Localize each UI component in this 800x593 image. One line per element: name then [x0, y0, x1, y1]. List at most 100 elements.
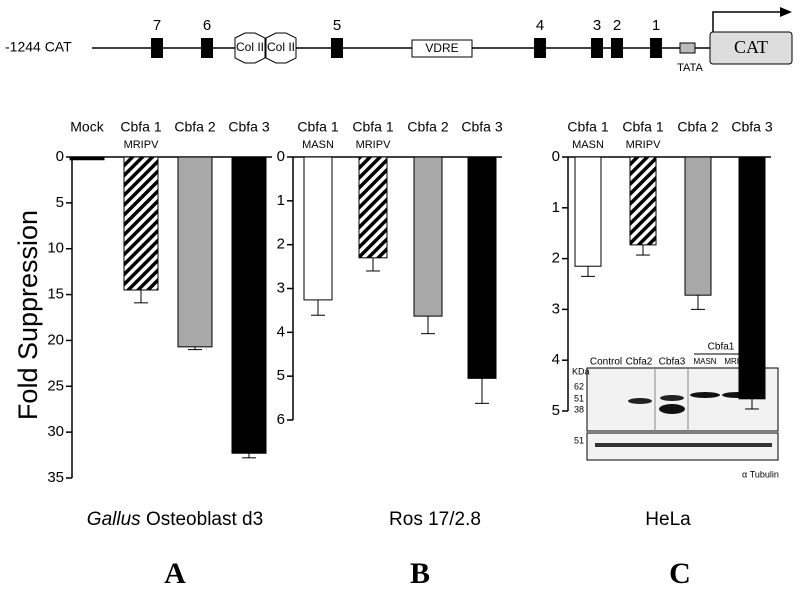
y-tick-label: 2: [552, 250, 560, 267]
site-label: 7: [153, 17, 161, 34]
y-tick-label: 25: [47, 377, 64, 394]
col-box: [265, 32, 297, 64]
site-box: [201, 38, 213, 58]
bar: [574, 156, 602, 267]
site-box: [534, 38, 546, 58]
y-tick-label: 3: [552, 300, 560, 317]
y-tick-label: 5: [277, 367, 285, 384]
lane-label: Control: [590, 357, 622, 368]
y-tick-label: 1: [552, 199, 560, 216]
site-label: 1: [652, 17, 660, 34]
category-label: Cbfa 2: [174, 119, 215, 135]
panel-letter: B: [410, 557, 430, 590]
band: [628, 398, 652, 404]
tubulin-label: α Tubulin: [742, 469, 779, 479]
marker-label: 38: [574, 404, 584, 414]
y-tick-label: 4: [277, 323, 285, 340]
cat-label: CAT: [734, 37, 768, 57]
band: [659, 404, 685, 414]
category-label: Cbfa 1: [297, 119, 338, 135]
panel-subtitle: HeLa: [645, 509, 691, 530]
unit-label: KDa: [572, 366, 590, 376]
panel-letter: C: [669, 557, 691, 590]
y-tick-label: 1: [277, 192, 285, 209]
category-label: Cbfa 2: [677, 119, 718, 135]
site-label: 2: [613, 17, 621, 34]
site-box: [151, 38, 163, 58]
lane-label: Cbfa2: [626, 357, 653, 368]
y-tick-label: 0: [277, 148, 285, 165]
panel-letter: A: [164, 557, 186, 590]
bar: [177, 156, 213, 348]
marker-label: 51: [574, 393, 584, 403]
y-tick-label: 4: [552, 351, 560, 368]
site-box: [650, 38, 662, 58]
y-tick-label: 35: [47, 469, 64, 486]
bar: [358, 156, 388, 259]
band: [690, 392, 720, 398]
tss-arrow: [712, 11, 780, 32]
category-label: Cbfa 1: [120, 119, 161, 135]
bar: [629, 156, 657, 246]
subtitle-text: Osteoblast d3: [146, 509, 263, 530]
bar: [303, 156, 333, 301]
site-label: 4: [536, 17, 544, 34]
vdre-box: [411, 39, 473, 58]
y-tick-label: 5: [552, 402, 560, 419]
tata-label: TATA: [677, 62, 703, 74]
category-label: Mock: [70, 119, 104, 135]
col-box: [234, 32, 266, 64]
category-label: Cbfa 3: [731, 119, 772, 135]
panel-subtitle: Ros 17/2.8: [389, 509, 481, 530]
category-label: Cbfa 1: [352, 119, 393, 135]
y-tick-label: 20: [47, 331, 64, 348]
y-tick-label: 0: [56, 148, 64, 165]
construct-label: -1244 CAT: [5, 39, 72, 55]
panel-subtitle: Gallus Osteoblast d3: [87, 509, 263, 530]
group-lane-label: MRIPV: [724, 357, 750, 366]
category-variant: MRIPV: [356, 139, 392, 151]
category-variant: MASN: [572, 139, 604, 151]
y-tick-label: 15: [47, 286, 64, 303]
tata-box: [679, 42, 696, 54]
group-lane-label: MASN: [693, 357, 716, 366]
col-label: Col II: [236, 40, 264, 54]
category-label: Cbfa 3: [228, 119, 269, 135]
y-tick-label: 3: [277, 279, 285, 296]
bar: [123, 156, 159, 291]
y-tick-label: 6: [277, 411, 285, 428]
site-label: 3: [593, 17, 601, 34]
category-label: Cbfa 1: [622, 119, 663, 135]
y-tick-label: 0: [552, 148, 560, 165]
site-box: [611, 38, 623, 58]
category-label: Cbfa 2: [407, 119, 448, 135]
category-variant: MRIPV: [626, 139, 662, 151]
subtitle-text: Ros 17/2.8: [389, 509, 481, 530]
category-label: Cbfa 3: [461, 119, 502, 135]
y-tick-label: 5: [56, 194, 64, 211]
category-variant: MRIPV: [124, 139, 160, 151]
category-variant: MASN: [302, 139, 334, 151]
y-axis-title: Fold Suppression: [13, 210, 43, 420]
bar: [738, 156, 766, 400]
site-box: [331, 38, 343, 58]
y-tick-label: 2: [277, 236, 285, 253]
promoter-diagram: -1244 CAT Col II Col II VDRE TATA CAT: [5, 7, 793, 74]
band: [660, 395, 684, 401]
site-label: 6: [203, 17, 211, 34]
col-label: Col II: [267, 40, 295, 54]
subtitle-italic: Gallus: [87, 509, 141, 530]
bar: [467, 156, 497, 379]
subtitle-text: HeLa: [645, 509, 691, 530]
group-label: Cbfa1: [708, 342, 735, 353]
lane-label: Cbfa3: [659, 357, 686, 368]
y-tick-label: 30: [47, 423, 64, 440]
marker-label: 51: [574, 435, 584, 445]
vdre-label: VDRE: [425, 41, 458, 55]
site-box: [591, 38, 603, 58]
tubulin-bands: [595, 443, 772, 447]
category-label: Cbfa 1: [567, 119, 608, 135]
bar: [684, 156, 712, 296]
site-label: 5: [333, 17, 341, 34]
